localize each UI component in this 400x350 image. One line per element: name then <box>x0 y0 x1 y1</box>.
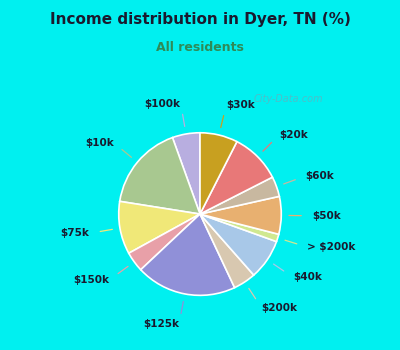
Text: $10k: $10k <box>85 138 114 148</box>
Wedge shape <box>200 196 281 234</box>
Text: $40k: $40k <box>293 272 322 282</box>
Text: $125k: $125k <box>143 319 179 329</box>
Text: $30k: $30k <box>226 100 255 110</box>
Wedge shape <box>200 133 237 214</box>
Wedge shape <box>200 177 279 214</box>
Text: $75k: $75k <box>61 228 90 238</box>
Wedge shape <box>172 133 200 214</box>
Text: $60k: $60k <box>306 171 334 181</box>
Text: City-Data.com: City-Data.com <box>254 93 323 104</box>
Text: $20k: $20k <box>279 130 308 140</box>
Wedge shape <box>200 214 279 241</box>
Text: > $200k: > $200k <box>307 242 356 252</box>
Text: Income distribution in Dyer, TN (%): Income distribution in Dyer, TN (%) <box>50 12 350 27</box>
Text: $200k: $200k <box>262 303 298 313</box>
Wedge shape <box>129 214 200 270</box>
Wedge shape <box>141 214 235 295</box>
Wedge shape <box>200 142 272 214</box>
Text: $150k: $150k <box>73 275 109 285</box>
Wedge shape <box>120 138 200 214</box>
Text: $100k: $100k <box>145 99 181 108</box>
Wedge shape <box>119 201 200 253</box>
Wedge shape <box>200 214 254 288</box>
Wedge shape <box>200 214 276 275</box>
Text: $50k: $50k <box>312 211 341 221</box>
Text: All residents: All residents <box>156 41 244 54</box>
